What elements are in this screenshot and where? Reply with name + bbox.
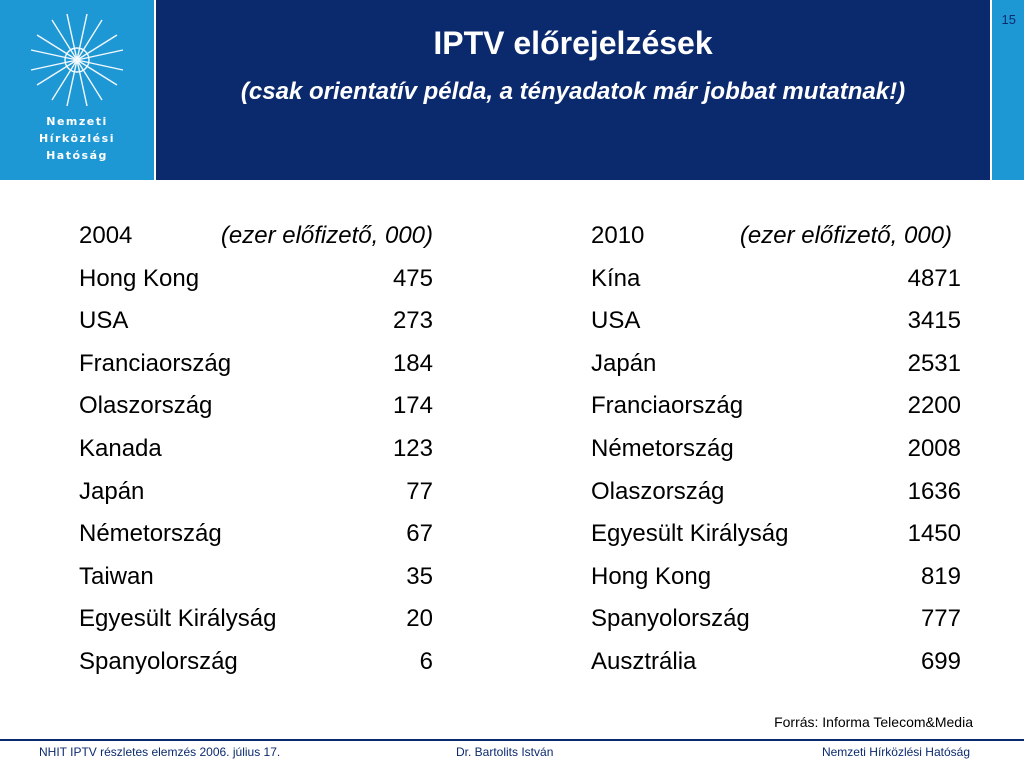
subscriber-value: 77 <box>406 477 433 505</box>
country-name: Spanyolország <box>591 605 750 633</box>
country-name: USA <box>79 307 129 335</box>
subscriber-value: 1450 <box>907 520 961 548</box>
slide-title: IPTV előrejelzések <box>433 25 713 61</box>
subscriber-value: 123 <box>392 434 433 462</box>
subscriber-value: 2531 <box>907 349 961 377</box>
subscriber-value: 273 <box>392 307 433 335</box>
table-row: Japán 2531 <box>591 350 961 393</box>
table-row: Hong Kong 475 <box>79 265 433 308</box>
table-row: Olaszország 1636 <box>591 478 961 521</box>
table-row: USA 273 <box>79 307 433 350</box>
country-name: Olaszország <box>591 477 725 505</box>
subscriber-value: 699 <box>920 647 961 675</box>
table-header: 2004 (ezer előfizető, 000) <box>79 222 433 265</box>
subscriber-value: 6 <box>419 647 433 675</box>
table-row: Egyesült Királyság 20 <box>79 605 433 648</box>
forecast-table-2010: 2010 (ezer előfizető, 000) Kína 4871 USA 3… <box>591 222 961 691</box>
table-row: Kína 4871 <box>591 265 961 308</box>
table-row: Hong Kong 819 <box>591 563 961 606</box>
country-name: Spanyolország <box>79 647 238 675</box>
subscriber-value: 174 <box>392 392 433 420</box>
table-row: Franciaország 184 <box>79 350 433 393</box>
source-note: Forrás: Informa Telecom&Media <box>774 714 973 730</box>
table-header: 2010 (ezer előfizető, 000) <box>591 222 961 265</box>
table-row: Spanyolország 6 <box>79 648 433 691</box>
subscriber-value: 184 <box>392 349 433 377</box>
table-row: Spanyolország 777 <box>591 605 961 648</box>
logo-wordmark: Nemzeti Hírközlési Hatóság <box>0 113 154 164</box>
footer-divider <box>0 739 1024 741</box>
country-name: Ausztrália <box>591 647 697 675</box>
forecast-table-2004: 2004 (ezer előfizető, 000) Hong Kong 475 … <box>79 222 433 691</box>
country-name: Franciaország <box>591 392 744 420</box>
table-row: Németország 67 <box>79 520 433 563</box>
country-name: USA <box>591 307 641 335</box>
table-row: Taiwan 35 <box>79 563 433 606</box>
subscriber-value: 1636 <box>907 477 961 505</box>
country-name: Németország <box>591 434 734 462</box>
logo-panel: Nemzeti Hírközlési Hatóság <box>0 0 154 180</box>
footer-organization: Nemzeti Hírközlési Hatóság <box>821 745 970 759</box>
table-row: Egyesült Királyság 1450 <box>591 520 961 563</box>
table-year: 2010 <box>591 222 645 249</box>
logo-line-3: Hatóság <box>46 149 108 162</box>
country-name: Japán <box>591 349 657 377</box>
country-name: Egyesült Királyság <box>591 520 789 548</box>
subscriber-value: 819 <box>920 562 961 590</box>
country-name: Franciaország <box>79 349 232 377</box>
table-row: Kanada 123 <box>79 435 433 478</box>
country-name: Hong Kong <box>591 562 712 590</box>
subscriber-value: 67 <box>406 520 433 548</box>
table-row: Japán 77 <box>79 478 433 521</box>
country-name: Kína <box>591 264 641 292</box>
table-row: Olaszország 174 <box>79 392 433 435</box>
subscriber-value: 3415 <box>907 307 961 335</box>
country-name: Kanada <box>79 434 162 462</box>
title-banner: IPTV előrejelzések (csak orientatív péld… <box>156 0 990 180</box>
slide-number: 15 <box>1001 12 1016 27</box>
slide-subtitle: (csak orientatív példa, a tényadatok már… <box>240 78 906 105</box>
table-row: Németország 2008 <box>591 435 961 478</box>
subscriber-value: 777 <box>920 605 961 633</box>
logo-line-2: Hírközlési <box>39 132 115 145</box>
footer-author: Dr. Bartolits István <box>456 745 554 759</box>
country-name: Japán <box>79 477 145 505</box>
country-name: Egyesült Királyság <box>79 605 277 633</box>
footer-left: NHIT IPTV részletes elemzés 2006. július… <box>39 745 281 759</box>
table-unit: (ezer előfizető, 000) <box>739 222 952 249</box>
subscriber-value: 20 <box>406 605 433 633</box>
country-name: Németország <box>79 520 222 548</box>
table-unit: (ezer előfizető, 000) <box>220 222 433 249</box>
country-name: Hong Kong <box>79 264 200 292</box>
table-row: Ausztrália 699 <box>591 648 961 691</box>
slide-content: 2004 (ezer előfizető, 000) Hong Kong 475 … <box>0 180 1024 740</box>
logo-line-1: Nemzeti <box>46 115 108 128</box>
table-row: Franciaország 2200 <box>591 392 961 435</box>
country-name: Olaszország <box>79 392 213 420</box>
nhh-star-logo <box>30 13 124 107</box>
subscriber-value: 475 <box>392 264 433 292</box>
country-name: Taiwan <box>79 562 154 590</box>
subscriber-value: 35 <box>406 562 433 590</box>
table-year: 2004 <box>79 222 133 249</box>
table-row: USA 3415 <box>591 307 961 350</box>
subscriber-value: 4871 <box>907 264 961 292</box>
slide-number-panel: 15 <box>992 0 1024 180</box>
subscriber-value: 2200 <box>907 392 961 420</box>
subscriber-value: 2008 <box>907 434 961 462</box>
